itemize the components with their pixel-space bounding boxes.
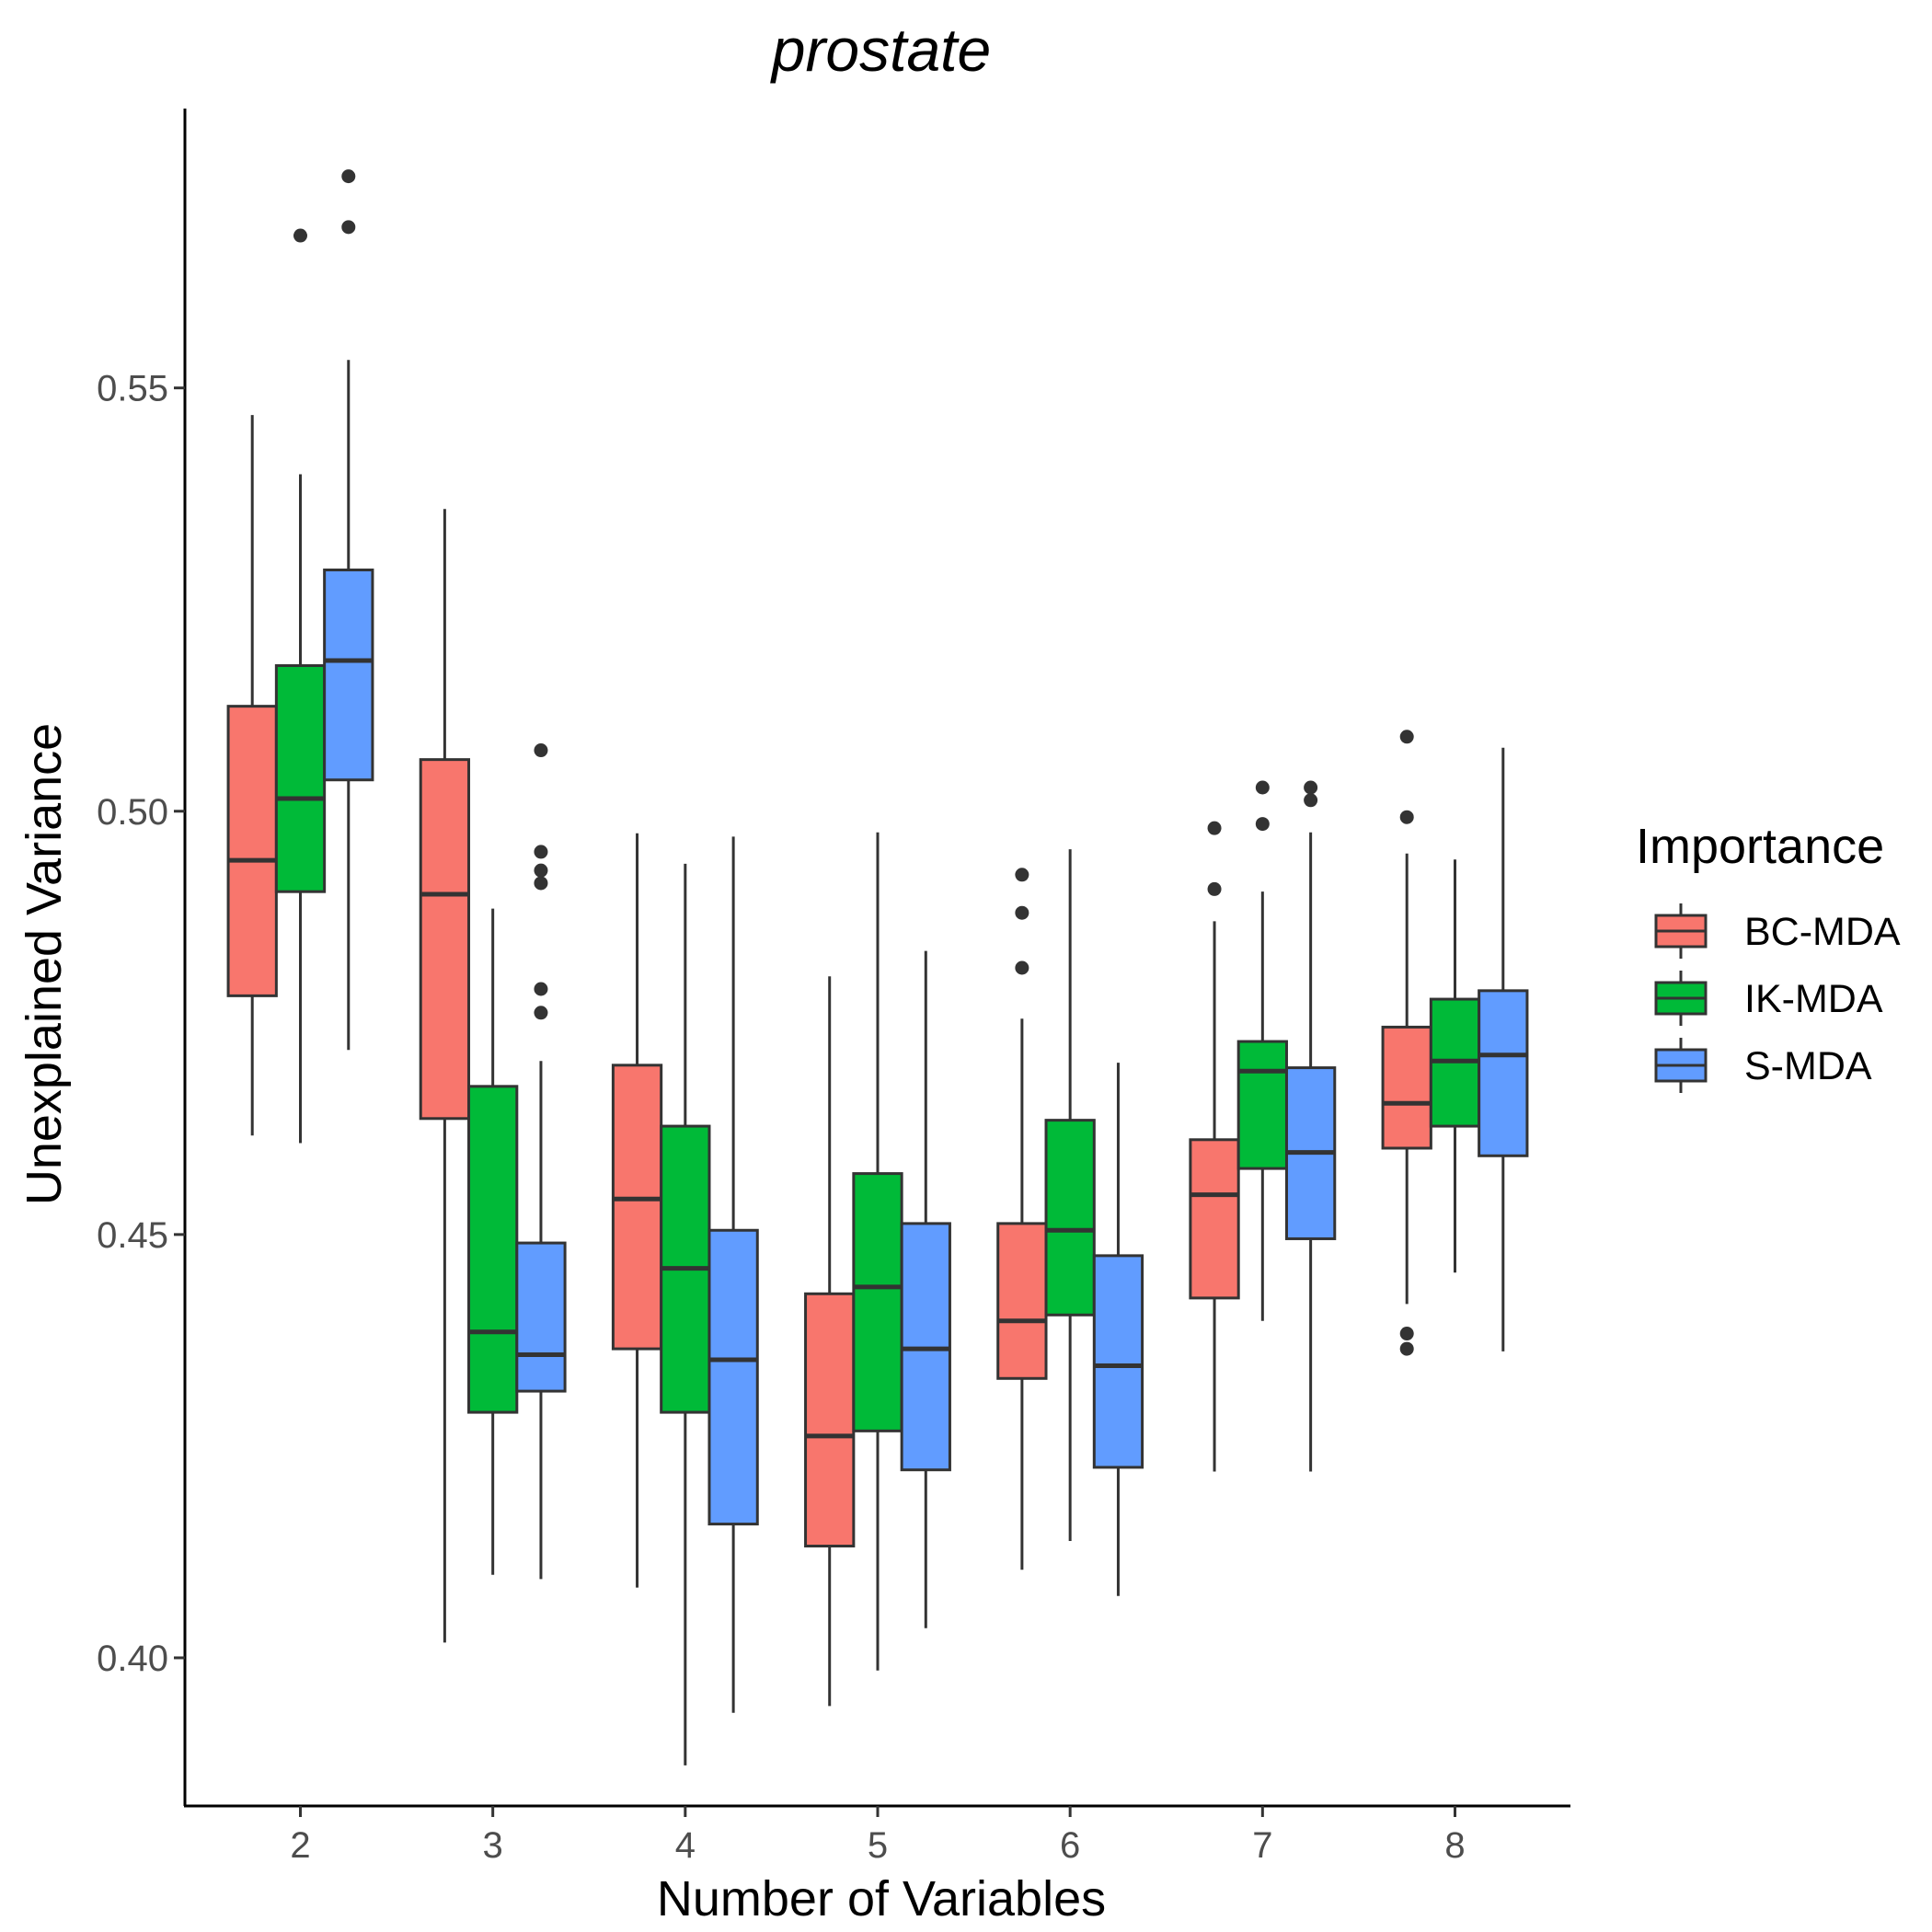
plot-area — [226, 169, 1529, 1765]
outlier-point — [1207, 821, 1222, 835]
box-iqr — [707, 1228, 759, 1526]
legend-item-ik-mda: IK-MDA — [1654, 971, 1883, 1026]
box-iqr — [1044, 1119, 1096, 1317]
box-s-mda-2 — [323, 169, 374, 1051]
outlier-point — [1399, 1327, 1414, 1341]
y-axis: 0.40 0.45 0.50 0.55 — [97, 369, 185, 1679]
outlier-point — [534, 845, 548, 859]
x-tick-label: 7 — [1252, 1825, 1272, 1866]
box-ik-mda-4 — [660, 863, 711, 1765]
legend-item-s-mda: S-MDA — [1654, 1038, 1872, 1093]
y-tick-label: 0.55 — [97, 369, 168, 409]
box-s-mda-7 — [1284, 780, 1337, 1472]
box-bc-mda-8 — [1381, 730, 1432, 1356]
box-iqr — [1381, 1025, 1432, 1150]
outlier-point — [534, 876, 548, 891]
y-tick-label: 0.50 — [97, 792, 168, 833]
x-tick-label: 5 — [868, 1825, 888, 1866]
outlier-point — [1255, 780, 1270, 795]
box-iqr — [1092, 1254, 1144, 1469]
x-axis: 2 3 4 5 6 7 8 — [290, 1806, 1466, 1866]
outlier-point — [1255, 817, 1270, 832]
box-ik-mda-5 — [852, 832, 903, 1671]
legend-label: IK-MDA — [1744, 977, 1883, 1021]
x-axis-title: Number of Variables — [657, 1871, 1106, 1926]
box-iqr — [852, 1172, 903, 1432]
box-bc-mda-4 — [611, 833, 663, 1588]
box-s-mda-3 — [515, 743, 567, 1580]
outlier-point — [534, 863, 548, 878]
legend-label: BC-MDA — [1744, 910, 1901, 954]
box-ik-mda-8 — [1429, 859, 1481, 1273]
legend-title: Importance — [1636, 819, 1884, 874]
box-ik-mda-6 — [1044, 849, 1096, 1541]
outlier-point — [293, 228, 307, 243]
box-iqr — [274, 663, 327, 893]
legend: Importance BC-MDA IK-MDA S-MDA — [1636, 819, 1901, 1093]
legend-label: S-MDA — [1744, 1044, 1872, 1088]
y-axis-title: Unexplained Variance — [17, 723, 72, 1205]
box-ik-mda-2 — [274, 228, 327, 1144]
outlier-point — [1304, 793, 1318, 808]
x-tick-label: 3 — [483, 1825, 503, 1866]
box-iqr — [419, 758, 471, 1121]
box-iqr — [467, 1085, 519, 1414]
box-ik-mda-7 — [1236, 780, 1288, 1321]
box-iqr — [804, 1292, 856, 1547]
box-iqr — [515, 1241, 567, 1393]
chart-title: prostate — [770, 16, 991, 84]
box-iqr — [996, 1222, 1048, 1380]
box-s-mda-5 — [900, 950, 951, 1628]
box-iqr — [1478, 989, 1529, 1157]
box-bc-mda-5 — [804, 976, 856, 1707]
outlier-point — [1399, 730, 1414, 744]
outlier-point — [534, 1006, 548, 1020]
outlier-point — [534, 743, 548, 758]
box-iqr — [226, 705, 278, 997]
outlier-point — [1399, 810, 1414, 824]
box-s-mda-6 — [1092, 1063, 1144, 1596]
x-tick-label: 6 — [1060, 1825, 1080, 1866]
box-bc-mda-6 — [996, 868, 1048, 1570]
x-tick-label: 4 — [675, 1825, 696, 1866]
x-tick-label: 8 — [1444, 1825, 1465, 1866]
y-tick-label: 0.40 — [97, 1639, 168, 1679]
box-iqr — [323, 569, 374, 782]
box-iqr — [611, 1064, 663, 1351]
y-tick-label: 0.45 — [97, 1215, 168, 1256]
box-bc-mda-7 — [1189, 821, 1240, 1472]
box-bc-mda-3 — [419, 509, 471, 1643]
box-iqr — [1189, 1138, 1240, 1300]
outlier-point — [1015, 960, 1029, 975]
outlier-point — [1399, 1341, 1414, 1356]
box-ik-mda-3 — [467, 908, 519, 1575]
box-s-mda-4 — [707, 836, 759, 1713]
outlier-point — [341, 220, 356, 235]
outlier-point — [341, 169, 356, 184]
box-s-mda-8 — [1478, 747, 1529, 1351]
box-bc-mda-2 — [226, 415, 278, 1136]
outlier-point — [1207, 881, 1222, 896]
outlier-point — [534, 982, 548, 996]
outlier-point — [1304, 780, 1318, 795]
legend-item-bc-mda: BC-MDA — [1654, 903, 1901, 959]
box-iqr — [1236, 1040, 1288, 1170]
outlier-point — [1015, 905, 1029, 920]
x-tick-label: 2 — [290, 1825, 310, 1866]
outlier-point — [1015, 868, 1029, 882]
